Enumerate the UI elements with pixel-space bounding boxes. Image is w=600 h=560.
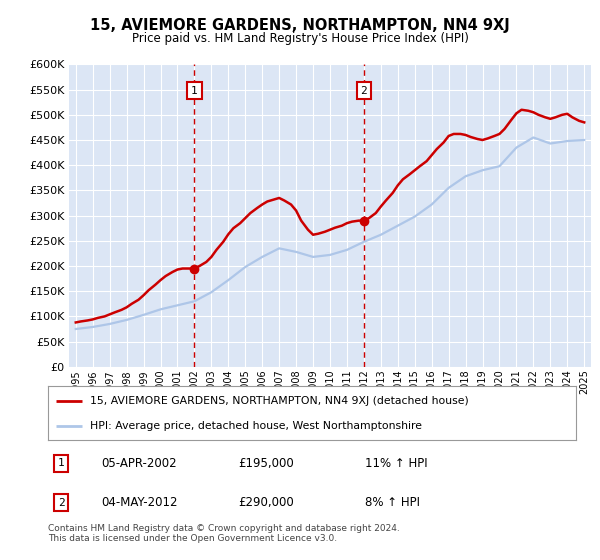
Text: 2: 2 [58, 498, 65, 507]
Text: £290,000: £290,000 [238, 496, 294, 509]
Text: 1: 1 [191, 86, 198, 96]
Text: Contains HM Land Registry data © Crown copyright and database right 2024.
This d: Contains HM Land Registry data © Crown c… [48, 524, 400, 543]
Text: 1: 1 [58, 459, 65, 468]
Text: 8% ↑ HPI: 8% ↑ HPI [365, 496, 420, 509]
Text: 05-APR-2002: 05-APR-2002 [101, 457, 176, 470]
Text: 11% ↑ HPI: 11% ↑ HPI [365, 457, 427, 470]
Text: 15, AVIEMORE GARDENS, NORTHAMPTON, NN4 9XJ (detached house): 15, AVIEMORE GARDENS, NORTHAMPTON, NN4 9… [90, 396, 469, 406]
Text: £195,000: £195,000 [238, 457, 294, 470]
Text: 04-MAY-2012: 04-MAY-2012 [101, 496, 178, 509]
Text: 15, AVIEMORE GARDENS, NORTHAMPTON, NN4 9XJ: 15, AVIEMORE GARDENS, NORTHAMPTON, NN4 9… [90, 18, 510, 33]
Text: Price paid vs. HM Land Registry's House Price Index (HPI): Price paid vs. HM Land Registry's House … [131, 32, 469, 45]
Text: 2: 2 [361, 86, 367, 96]
Text: HPI: Average price, detached house, West Northamptonshire: HPI: Average price, detached house, West… [90, 421, 422, 431]
